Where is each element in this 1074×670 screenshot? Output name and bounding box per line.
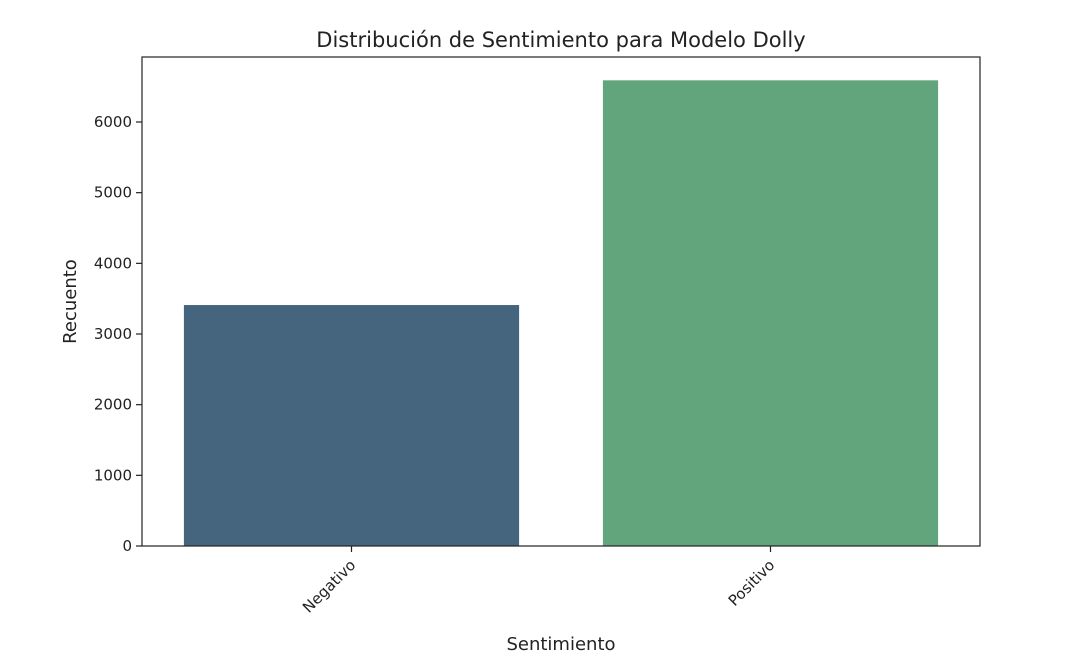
plot-frame bbox=[141, 56, 981, 547]
x-axis-ticks: Negativo Positivo bbox=[299, 546, 778, 616]
y-tick-label: 3000 bbox=[94, 325, 132, 343]
y-tick-label: 0 bbox=[122, 537, 132, 555]
y-tick-label: 1000 bbox=[94, 466, 132, 484]
y-tick-label: 4000 bbox=[94, 254, 132, 272]
bar-positivo bbox=[602, 80, 939, 546]
y-tick-label: 2000 bbox=[94, 396, 132, 414]
chart-title: Distribución de Sentimiento para Modelo … bbox=[316, 28, 805, 52]
y-axis-title: Recuento bbox=[60, 259, 81, 344]
bar-negativo bbox=[183, 305, 520, 546]
bars-group bbox=[183, 80, 939, 546]
y-axis-ticks: 0 1000 2000 3000 4000 5000 6000 bbox=[94, 113, 142, 555]
x-axis-title: Sentimiento bbox=[506, 634, 615, 655]
x-tick-label: Negativo bbox=[299, 556, 359, 616]
y-tick-label: 5000 bbox=[94, 184, 132, 202]
x-tick-label: Positivo bbox=[725, 556, 779, 610]
y-tick-label: 6000 bbox=[94, 113, 132, 131]
